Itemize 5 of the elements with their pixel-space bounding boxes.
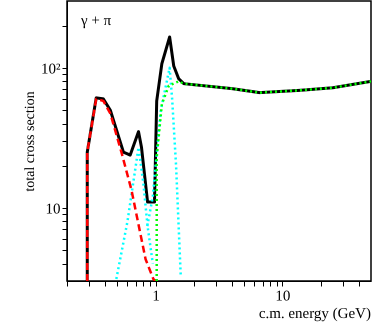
y-tick-label: 10² [41,61,61,78]
x-tick-label: 1 [152,288,160,304]
x-axis-title: c.m. energy (GeV) [258,306,371,322]
y-axis-title: total cross section [23,91,38,192]
annotation: γ + π [80,13,112,29]
